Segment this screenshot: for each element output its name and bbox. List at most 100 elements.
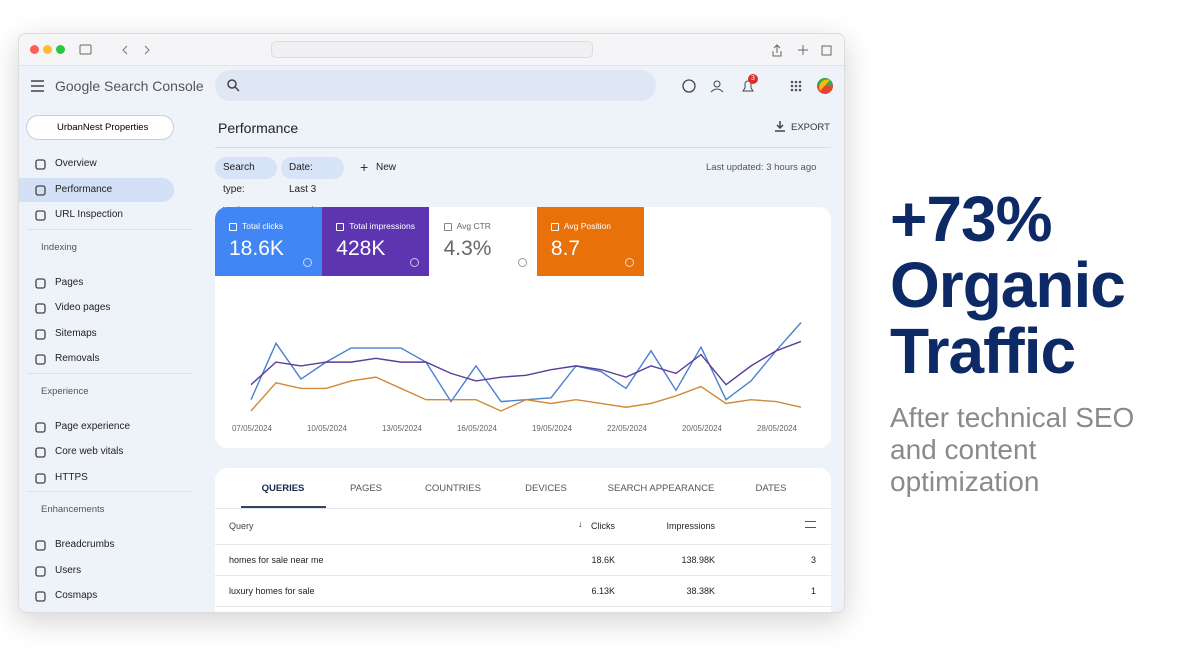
metric-label: Total impressions: [349, 221, 415, 231]
nav-item[interactable]: Removals: [55, 353, 100, 364]
tab-underline: [241, 506, 326, 508]
nav-icon: [35, 591, 46, 602]
chart-card: 07/05/2024 10/05/2024 13/05/2024 16/05/2024…: [215, 207, 831, 448]
title-bar: [19, 34, 844, 66]
download-icon: [775, 121, 785, 132]
property-selector[interactable]: UrbanNest Properties: [26, 115, 174, 140]
close[interactable]: [30, 45, 39, 54]
chart: 07/05/2024 10/05/2024 13/05/2024 16/05/2024…: [232, 322, 802, 433]
x-tick-label: 19/05/2024: [532, 424, 573, 433]
table-cell: homes for sale near me: [229, 555, 324, 565]
metric-label: Avg CTR: [456, 221, 491, 231]
metric-value: 4.3%: [443, 237, 492, 260]
nav-icon: [35, 303, 46, 314]
column-header: Impressions: [666, 521, 715, 531]
metric-value: 428K: [336, 237, 386, 260]
nav-item[interactable]: Pages: [55, 276, 84, 288]
nav-section[interactable]: Enhancements: [41, 504, 105, 515]
filter-chip[interactable]: Date: Last 3 months: [281, 157, 344, 217]
help-icon: [517, 258, 527, 267]
tab[interactable]: PAGES: [349, 483, 383, 494]
x-tick-label: 10/05/2024: [307, 424, 348, 433]
nav-item[interactable]: Overview: [55, 158, 97, 169]
divider: [215, 147, 831, 148]
x-tick-label: 13/05/2024: [382, 424, 423, 433]
help-icon: [624, 258, 634, 267]
metric-value: 8.7: [550, 237, 581, 260]
series-line: [250, 340, 802, 386]
minimize[interactable]: [43, 45, 52, 54]
metric-tile[interactable]: Total clicks 18.6K: [215, 207, 322, 276]
export-button[interactable]: EXPORT: [791, 122, 830, 133]
row-divider: [215, 606, 831, 607]
nav-icon: [35, 447, 46, 458]
table-card: QUERIES PAGES COUNTRIES DEVICES SEARCH APPEA…: [215, 468, 831, 612]
metric-tile[interactable]: Avg Position 8.7: [536, 207, 644, 276]
toolbar-icons: [79, 44, 150, 55]
x-tick-label: 22/05/2024: [607, 424, 648, 433]
nav-item[interactable]: Users: [55, 564, 82, 576]
nav-icon: [35, 210, 46, 221]
menu-icon[interactable]: [31, 80, 45, 92]
browser-window: Google Search Console 3 UrbanNest Proper…: [18, 33, 845, 613]
column-header: Query: [229, 521, 254, 531]
nav-item[interactable]: HTTPS: [55, 471, 88, 483]
nav-icon: [35, 472, 46, 484]
nav-icon: [35, 354, 46, 365]
new-filter[interactable]: New: [376, 162, 397, 173]
headline: +73%: [890, 183, 1052, 255]
search-icon: [227, 79, 240, 92]
help-icon: [410, 258, 420, 267]
table-cell: 38.38K: [686, 586, 715, 596]
search-box[interactable]: [215, 70, 656, 101]
zoom[interactable]: [56, 45, 65, 54]
row-divider: [215, 575, 831, 576]
metric-tile[interactable]: Avg CTR 4.3%: [429, 207, 537, 276]
nav-item[interactable]: Sitemaps: [55, 327, 97, 339]
tab[interactable]: SEARCH APPEARANCE: [607, 483, 715, 494]
address-bar[interactable]: [271, 41, 593, 58]
table-cell: 6.13K: [591, 586, 615, 596]
nav-icon: [35, 159, 46, 170]
nav-item[interactable]: Cosmaps: [55, 590, 98, 601]
nav-item[interactable]: Removals: [19, 610, 174, 613]
nav-section[interactable]: Experience: [41, 385, 89, 397]
brand: Google Search Console: [55, 78, 204, 94]
tabs-divider: [215, 508, 831, 509]
nav-item[interactable]: Breadcrumbs: [55, 539, 115, 550]
filter-icon[interactable]: [805, 521, 816, 528]
metric-label: Avg Position: [563, 221, 611, 231]
table-cell: 18.6K: [591, 555, 615, 565]
headline: Organic: [890, 249, 1126, 321]
filter-chip[interactable]: Search type: Web: [215, 157, 277, 217]
tab[interactable]: DATES: [755, 483, 787, 494]
nav-icon: [35, 184, 46, 196]
nav-item[interactable]: Core web vitals: [55, 446, 124, 457]
nav-item[interactable]: Video pages: [55, 302, 111, 313]
tab[interactable]: DEVICES: [525, 483, 567, 494]
table-cell: 138.98K: [681, 555, 715, 565]
table-cell: luxury homes for sale: [229, 586, 315, 596]
table-cell: 3: [810, 555, 816, 565]
nav-section[interactable]: Indexing: [41, 241, 77, 253]
nav-icon: [35, 328, 46, 340]
x-tick-label: 28/05/2024: [757, 424, 798, 433]
nav-item[interactable]: URL Inspection: [55, 209, 123, 220]
sort-arrow: ↓: [578, 519, 583, 529]
notification-badge: 3: [748, 74, 758, 84]
nav-icon: [35, 540, 46, 551]
plus-icon: +: [360, 159, 369, 175]
checkbox: [443, 223, 452, 231]
metric-tile[interactable]: Total impressions 428K: [322, 207, 430, 276]
headline: Traffic: [890, 315, 1076, 387]
x-tick-label: 20/05/2024: [682, 424, 723, 433]
nav-icon: [35, 421, 46, 433]
column-header: Clicks: [591, 521, 615, 531]
nav-item[interactable]: Page experience: [55, 420, 131, 432]
section-divider: [27, 228, 192, 230]
app-header: Google Search Console 3: [19, 66, 844, 106]
tab[interactable]: COUNTRIES: [425, 483, 481, 494]
x-tick-label: 07/05/2024: [232, 424, 273, 433]
tab[interactable]: QUERIES: [261, 483, 305, 494]
